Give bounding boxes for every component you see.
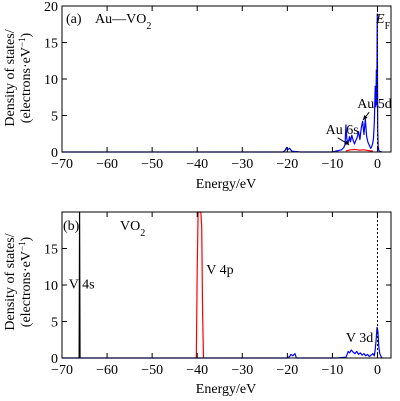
panel-b-annotations: V 4s V 4p V 3d: [69, 263, 374, 346]
panel-b-xlabel: Energy/eV: [196, 382, 256, 397]
panel-b-title: VO2: [120, 219, 145, 239]
panel-a-fermi-label: EF: [375, 12, 391, 32]
panel-b-vo2: Density of states/ (electrons·eV−1) −70−…: [3, 211, 392, 397]
panel-a-ytick-label: 5: [51, 110, 58, 125]
panel-a-title: Au—VO2: [95, 12, 151, 32]
panel-b-ylabel: Density of states/ (electrons·eV−1): [3, 233, 34, 330]
panel-b-series-2: [62, 326, 383, 359]
panel-b-frame: [61, 211, 392, 359]
panel-a-ylabel-line2: (electrons·eV−1): [17, 32, 34, 123]
panel-a-annotations: Au 5d Au 6s: [326, 97, 392, 146]
panel-a-xtick-label: 0: [374, 157, 381, 172]
panel-a-xtick-label: −10: [321, 157, 343, 172]
panel-b-ticks: −70 −60 −50 −40 −30 −20 −10 0 0 5 10 15: [44, 212, 391, 378]
panel-a-ytick-label: 20: [44, 0, 58, 15]
panel-b-series-1: [195, 211, 205, 359]
panel-b-xtick-label: −50: [141, 363, 163, 378]
panel-a-xtick-label: −20: [276, 157, 298, 172]
panel-a-ticks: −70 −60 −50 −40 −30 −20 −10 0 0 5 10 15 20: [44, 0, 391, 172]
panel-a-au-vo2: Density of states/ (electrons·eV−1) −70−…: [3, 0, 392, 192]
panel-a-panel-label: (a): [66, 12, 82, 27]
panel-a-ylabel: Density of states/ (electrons·eV−1): [3, 29, 34, 126]
panel-b-panel-label: (b): [63, 219, 80, 234]
panel-b-ytick-label: 0: [51, 352, 58, 367]
panel-b-xtick-label: −70: [51, 363, 73, 378]
panel-b-ylabel-line2: (electrons·eV−1): [17, 236, 34, 327]
panel-a-annotation-arrowhead-1: [344, 140, 350, 145]
panel-b-annotation-0: V 4s: [69, 278, 95, 293]
panel-b-ytick-label: 15: [44, 243, 58, 258]
panel-a-xtick-label: −30: [231, 157, 253, 172]
panel-a-annotation-arrowhead-0: [363, 115, 368, 120]
panel-a-annotation-0: Au 5d: [357, 97, 392, 112]
panel-b-ytick-label: 5: [51, 316, 58, 331]
panel-a-frame: [61, 5, 392, 153]
panel-a-ytick-label: 15: [44, 37, 58, 52]
panel-b-ylabel-line1: Density of states/: [3, 233, 18, 330]
panel-a-xtick-label: −50: [141, 157, 163, 172]
panel-b-annotation-2: V 3d: [346, 331, 373, 346]
panel-a-annotation-1: Au 6s: [326, 123, 359, 138]
panel-a-xtick-label: −70: [51, 157, 73, 172]
panel-b-xtick-label: −20: [276, 363, 298, 378]
panel-b-series: [62, 211, 383, 359]
panel-a-xlabel: Energy/eV: [196, 177, 256, 192]
panel-b-xtick-label: −60: [96, 363, 118, 378]
panel-b-xtick-label: −40: [186, 363, 208, 378]
panel-a-xtick-label: −40: [186, 157, 208, 172]
panel-b-xtick-label: 0: [374, 363, 381, 378]
panel-a-series-1: [345, 148, 374, 152]
panel-a-ytick-label: 0: [51, 146, 58, 161]
panel-a-ylabel-line1: Density of states/: [3, 29, 18, 126]
panel-b-xtick-label: −10: [321, 363, 343, 378]
panel-a-xtick-label: −60: [96, 157, 118, 172]
panel-b-xtick-label: −30: [231, 363, 253, 378]
panel-b-ytick-label: 10: [44, 279, 58, 294]
panel-b-annotation-1: V 4p: [206, 263, 233, 278]
panel-a-ytick-label: 10: [44, 73, 58, 88]
